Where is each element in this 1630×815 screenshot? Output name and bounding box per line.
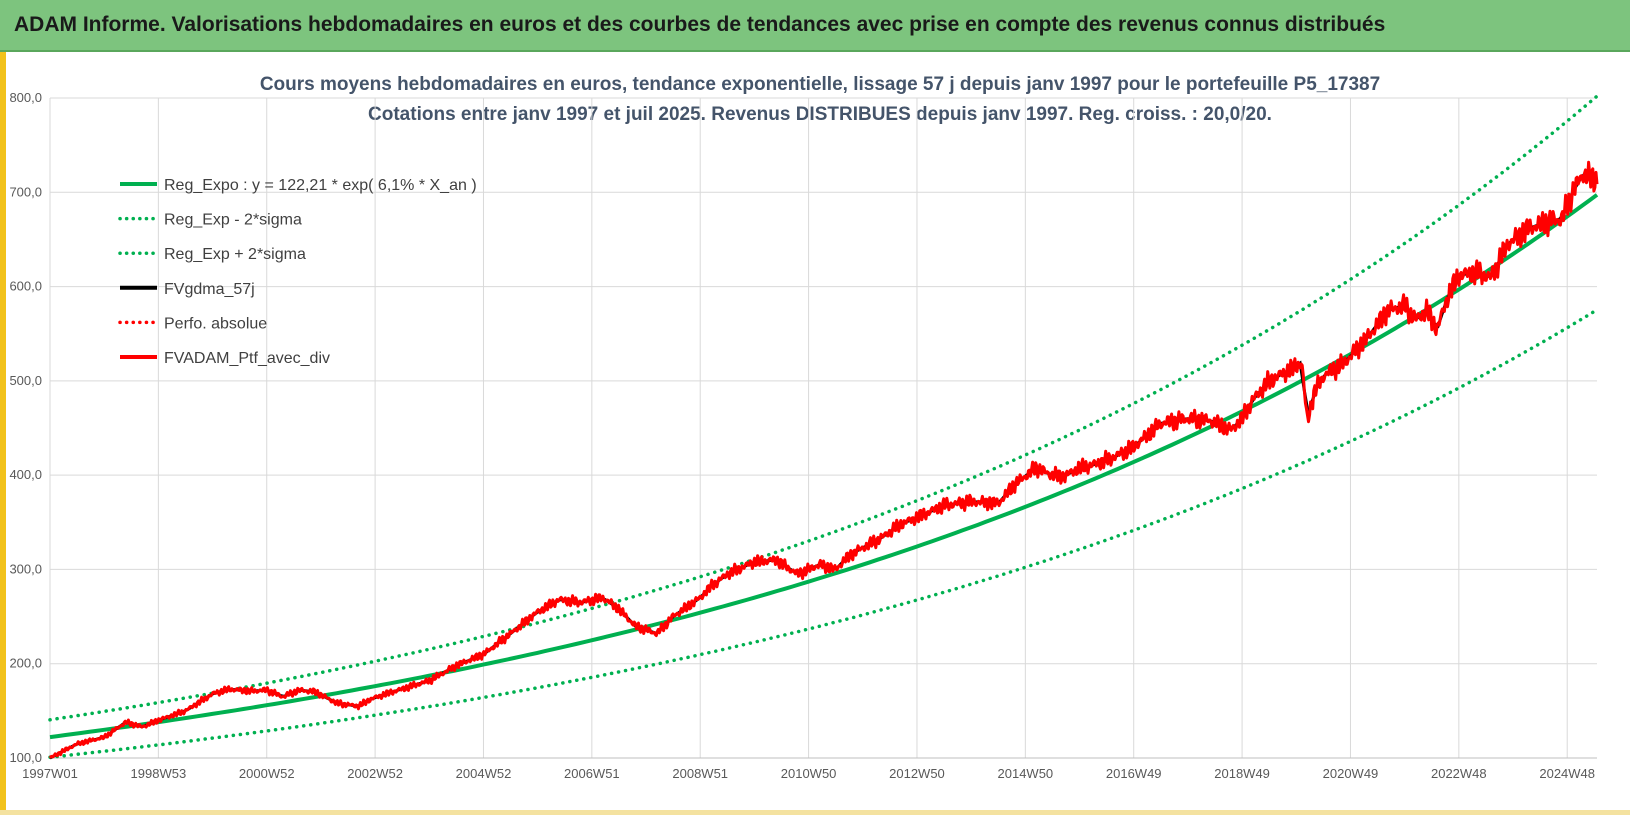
y-tick-label: 400,0 [9,467,42,482]
x-tick-label: 2020W49 [1323,766,1379,781]
frame-bottom-border [0,810,1630,815]
y-axis-ticks: 100,0 200,0 300,0 400,0 500,0 600,0 700,0 800,0 [9,90,42,765]
legend-fvadam-label: FVADAM_Ptf_avec_div [164,350,330,367]
x-tick-label: 2012W50 [889,766,945,781]
x-axis-ticks: 1997W01 1998W53 2000W52 2002W52 2004W52 2006W… [22,766,1595,781]
y-tick-label: 800,0 [9,90,42,105]
legend-reg-expo-label: Reg_Expo : y = 122,21 * exp( 6,1% * X_an… [164,177,477,194]
x-tick-label: 1998W53 [131,766,187,781]
chart-title: Cours moyens hebdomadaires en euros, ten… [259,74,1381,95]
x-tick-label: 2016W49 [1106,766,1162,781]
legend-fvgdma-label: FVgdma_57j [164,281,255,298]
chart-legend: Reg_Expo : y = 122,21 * exp( 6,1% * X_an… [118,177,477,367]
x-tick-label: 2018W49 [1214,766,1270,781]
x-tick-label: 1997W01 [22,766,78,781]
chart-grid [49,97,1597,759]
legend-reg-exp-minus-label: Reg_Exp - 2*sigma [164,212,302,229]
x-tick-label: 2008W51 [672,766,728,781]
x-tick-label: 2004W52 [456,766,512,781]
x-tick-label: 2000W52 [239,766,295,781]
x-tick-label: 2022W48 [1431,766,1487,781]
y-tick-label: 200,0 [9,656,42,671]
x-tick-label: 2002W52 [347,766,403,781]
x-tick-label: 2006W51 [564,766,620,781]
frame-left-border [0,52,6,815]
chart-subtitle: Cotations entre janv 1997 et juil 2025. … [368,104,1272,125]
x-tick-label: 2014W50 [998,766,1054,781]
page-title: ADAM Informe. Valorisations hebdomadaire… [14,13,1386,36]
y-tick-label: 500,0 [9,373,42,388]
y-tick-label: 600,0 [9,279,42,294]
series-fvadam-ptf-avec-div [48,160,1599,759]
y-tick-label: 100,0 [9,750,42,765]
y-tick-label: 300,0 [9,561,42,576]
page-header: ADAM Informe. Valorisations hebdomadaire… [0,0,1630,52]
series-reg-expo [49,193,1599,740]
x-tick-label: 2010W50 [781,766,837,781]
legend-perfo-absolue-label: Perfo. absolue [164,315,267,332]
series-reg-exp-minus-2sigma [48,308,1599,759]
y-tick-label: 700,0 [9,184,42,199]
chart-series [48,94,1599,760]
series-reg-exp-plus-2sigma [48,94,1599,722]
legend-reg-exp-plus-label: Reg_Exp + 2*sigma [164,246,306,263]
x-tick-label: 2024W48 [1539,766,1595,781]
